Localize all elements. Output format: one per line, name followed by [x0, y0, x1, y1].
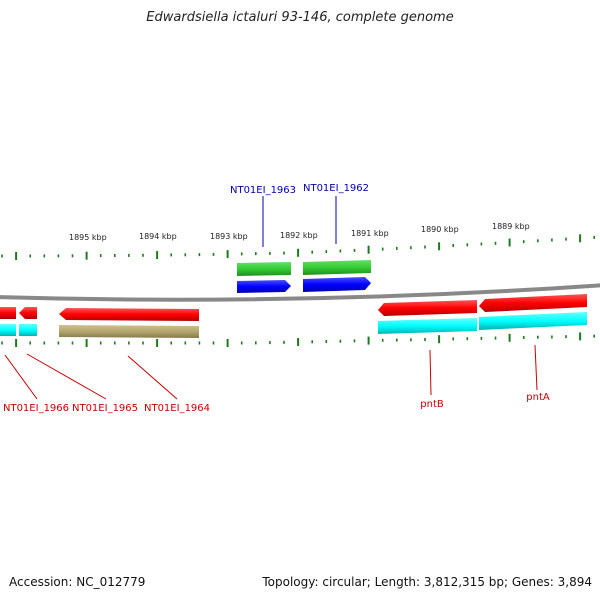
ruler-label-1892: 1892 kbp: [280, 231, 318, 240]
leader-NT01EI_1966: [4, 354, 38, 400]
feature-gene-1966[interactable]: [0, 307, 16, 319]
gene-label-pntA[interactable]: pntA: [526, 392, 550, 403]
genome-backbone: [0, 283, 600, 302]
feature-gene-pntB[interactable]: [378, 300, 477, 316]
leader-NT01EI_1965: [26, 353, 107, 400]
leader-pntB: [429, 349, 432, 396]
feature-gene-1962[interactable]: [303, 277, 371, 292]
feature-rna-1965[interactable]: [19, 324, 37, 336]
ruler-label-1891: 1891 kbp: [351, 229, 389, 238]
ruler-label-1890: 1890 kbp: [421, 225, 459, 234]
gene-label-NT01EI_1962[interactable]: NT01EI_1962: [303, 183, 369, 194]
feature-pseudo-1964[interactable]: [59, 325, 199, 338]
gene-label-NT01EI_1964[interactable]: NT01EI_1964: [144, 403, 210, 414]
feature-rna-1962[interactable]: [303, 260, 371, 275]
leader-pntA: [534, 344, 538, 391]
leaders-top: [262, 196, 337, 247]
accession-text: Accession: NC_012779: [9, 575, 146, 589]
leaders-bottom: [4, 344, 538, 400]
ruler-ticks-bottom: [1, 332, 596, 347]
map-title: Edwardsiella ictaluri 93-146, complete g…: [146, 10, 454, 25]
feature-gene-pntA[interactable]: [479, 294, 587, 312]
ruler-label-1895: 1895 kbp: [69, 233, 107, 242]
ruler-label-1893: 1893 kbp: [210, 232, 248, 241]
feature-gene-1964[interactable]: [59, 308, 199, 321]
leader-NT01EI_1964: [127, 355, 178, 400]
feature-gene-1963[interactable]: [237, 280, 291, 293]
ruler-label-1894: 1894 kbp: [139, 232, 177, 241]
feature-rna-1966[interactable]: [0, 324, 16, 336]
ruler-ticks-top: [1, 234, 596, 260]
feature-rna-pntA[interactable]: [479, 312, 587, 330]
feature-gene-1965[interactable]: [19, 307, 37, 319]
gene-label-NT01EI_1963[interactable]: NT01EI_1963: [230, 185, 296, 196]
gene-label-pntB[interactable]: pntB: [420, 399, 444, 410]
ruler-label-1889: 1889 kbp: [492, 222, 530, 231]
feature-rna-1963[interactable]: [237, 262, 291, 276]
gene-label-NT01EI_1966[interactable]: NT01EI_1966: [3, 403, 69, 414]
feature-rna-pntB[interactable]: [378, 318, 477, 334]
gene-label-NT01EI_1965[interactable]: NT01EI_1965: [72, 403, 138, 414]
topology-summary: Topology: circular; Length: 3,812,315 bp…: [262, 575, 592, 589]
